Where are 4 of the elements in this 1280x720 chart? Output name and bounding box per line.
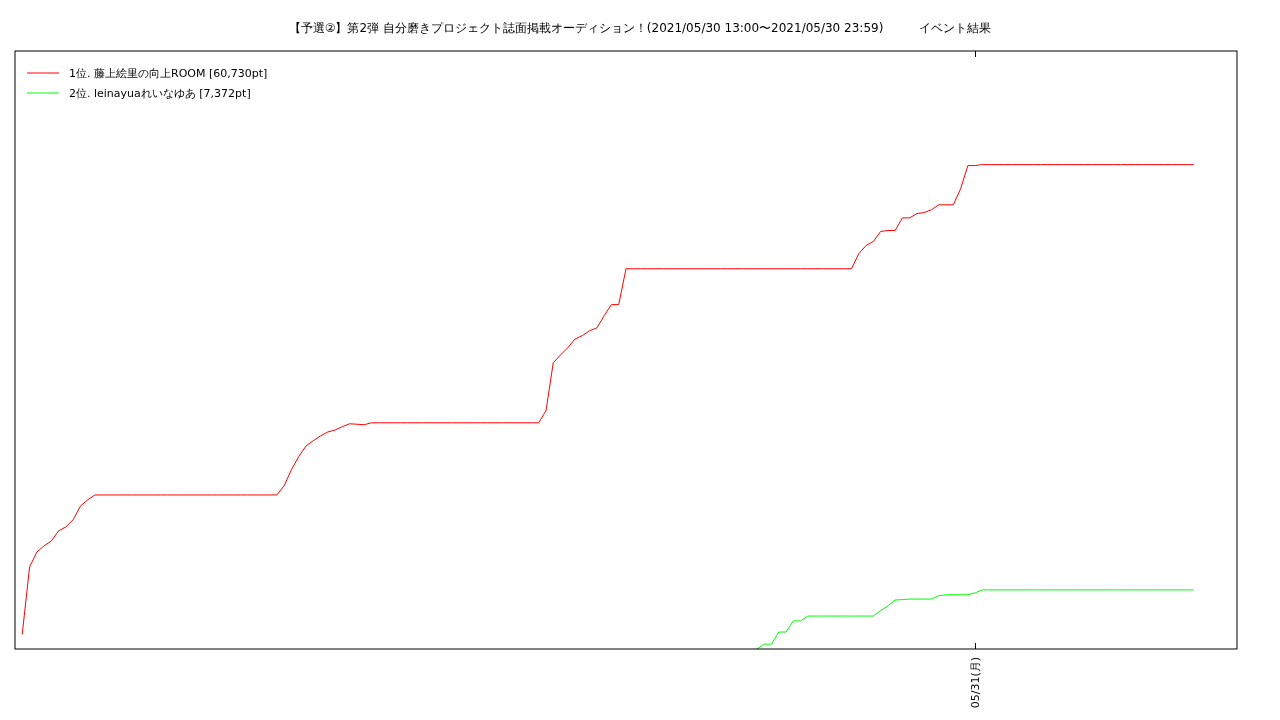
legend-label: 2位. leinayuaれいなゆあ [7,372pt] — [69, 87, 251, 100]
chart-title: 【予選②】第2弾 自分磨きプロジェクト誌面掲載オーディション！(2021/05/30 13:00〜2021/05/30 23:59) イベント結果 — [288, 21, 992, 35]
legend-label: 1位. 藤上絵里の向上ROOM [60,730pt] — [69, 67, 268, 80]
text: 05/31(月) — [969, 657, 983, 709]
